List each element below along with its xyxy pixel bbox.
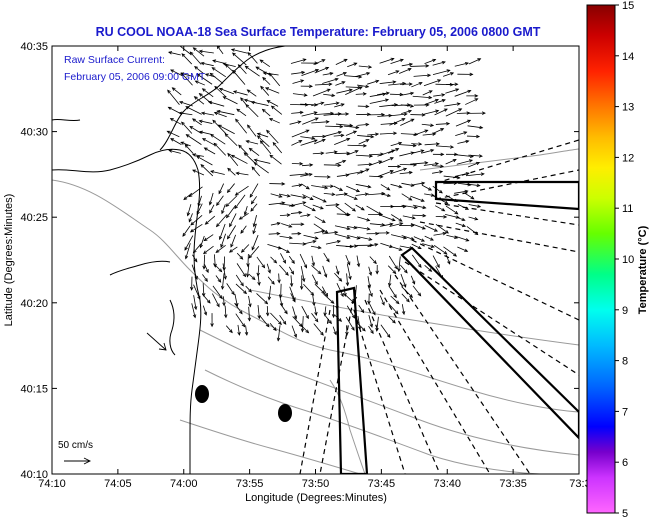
y-tick-label: 40:25 [20, 212, 48, 224]
bathymetry-contours [52, 148, 579, 474]
island-dot [195, 385, 209, 403]
colorbar-tick-label: 13 [622, 102, 634, 114]
map-title: RU COOL NOAA-18 Sea Surface Temperature:… [96, 25, 541, 39]
y-axis-label: Latitude (Degrees:Minutes) [3, 194, 15, 327]
scale-arrow [64, 457, 92, 465]
x-axis-label: Longitude (Degrees:Minutes) [245, 492, 387, 504]
colorbar-tick-label: 7 [622, 406, 628, 418]
colorbar-label: Temperature (°C) [637, 225, 649, 314]
colorbar-tick-label: 15 [622, 0, 634, 12]
y-tick-label: 40:35 [20, 41, 48, 53]
colorbar-tick-label: 9 [622, 305, 628, 317]
island-dot [278, 404, 292, 422]
x-tick-label: 74:00 [170, 478, 198, 490]
colorbar-tick-label: 12 [622, 152, 634, 164]
colorbar-tick-label: 8 [622, 356, 628, 368]
legend-line-1: Raw Surface Current: [64, 54, 165, 66]
colorbar-tick-label: 5 [622, 508, 628, 519]
y-tick-label: 40:20 [20, 298, 48, 310]
isolated-vector [146, 332, 167, 351]
colorbar: 15 14 13 12 11 10 9 8 7 6 5 Temperature (°C) [586, 0, 649, 519]
x-tick-label: 73:3 [569, 478, 590, 490]
x-tick-label: 73:35 [499, 478, 527, 490]
y-tick-label: 40:10 [20, 469, 48, 481]
x-axis-ticks: 74:10 74:05 74:00 73:55 73:50 73:45 73:40 73:35… [38, 46, 591, 490]
current-vectors [166, 46, 486, 342]
x-tick-label: 73:55 [236, 478, 264, 490]
y-tick-label: 40:30 [20, 127, 48, 139]
x-tick-label: 74:10 [38, 478, 66, 490]
colorbar-tick-label: 11 [622, 203, 633, 215]
x-tick-label: 73:50 [302, 478, 330, 490]
y-tick-label: 40:15 [20, 383, 48, 395]
x-tick-label: 74:05 [104, 478, 132, 490]
colorbar-tick-label: 14 [622, 51, 634, 63]
x-tick-label: 73:45 [368, 478, 396, 490]
x-tick-label: 73:40 [433, 478, 461, 490]
colorbar-gradient [586, 4, 616, 514]
radar-boundaries [299, 139, 579, 474]
y-axis-ticks: 40:35 40:30 40:25 40:20 40:15 40:10 [20, 41, 579, 481]
legend-line-2: February 05, 2006 09:00 GMT [64, 71, 206, 83]
scale-label: 50 cm/s [58, 440, 93, 451]
coastline [52, 46, 286, 474]
colorbar-tick-label: 10 [622, 254, 634, 266]
colorbar-tick-label: 6 [622, 457, 628, 469]
